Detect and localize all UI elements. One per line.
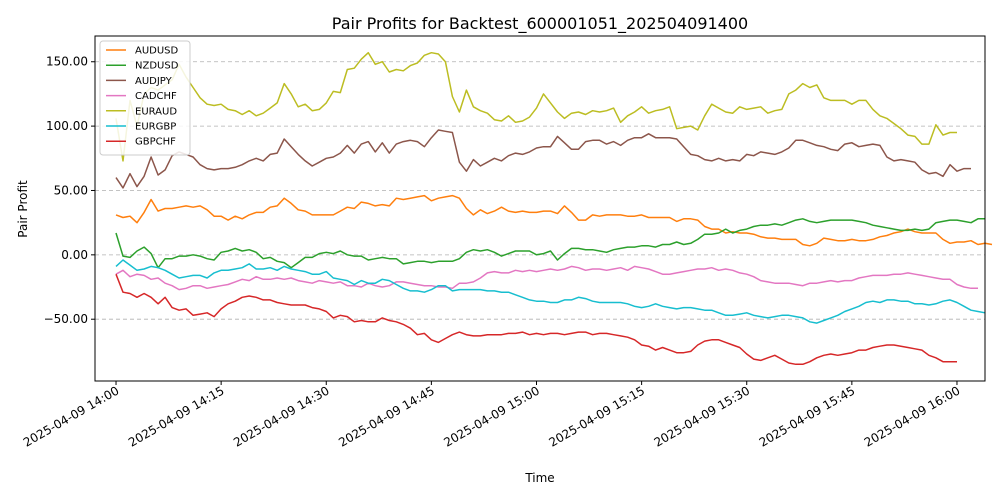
- x-tick-label: 2025-04-09 14:15: [126, 383, 227, 449]
- y-tick-label: 100.00: [46, 119, 88, 133]
- y-axis-ticks: −50.00 0.00 50.00 100.00 150.00: [44, 55, 95, 326]
- legend-label: EURGBP: [135, 122, 176, 133]
- legend-label: CADCHF: [135, 91, 177, 102]
- series-line-gbpchf: [115, 273, 957, 366]
- plot-frame: [94, 35, 986, 382]
- y-tick-label: 0.00: [61, 248, 88, 262]
- series-line-audusd: [115, 194, 993, 247]
- x-tick-label: 2025-04-09 15:45: [757, 383, 858, 449]
- series-line-audjpy: [115, 129, 971, 189]
- legend-label: EURAUD: [135, 106, 177, 117]
- x-tick-label: 2025-04-09 16:00: [862, 383, 963, 449]
- x-tick-label: 2025-04-09 14:30: [231, 383, 332, 449]
- legend-label: AUDJPY: [135, 76, 173, 87]
- x-tick-label: 2025-04-09 15:30: [652, 383, 753, 449]
- x-tick-label: 2025-04-09 15:00: [441, 383, 542, 449]
- legend-label: NZDUSD: [135, 61, 179, 72]
- series-line-nzdusd: [115, 218, 985, 269]
- x-tick-label: 2025-04-09 14:00: [21, 383, 122, 449]
- x-tick-label: 2025-04-09 15:15: [546, 383, 647, 449]
- y-axis-label: Pair Profit: [16, 180, 30, 238]
- series-line-cadchf: [115, 265, 978, 291]
- series-line-euraud: [115, 51, 957, 162]
- legend-label: AUDUSD: [135, 46, 179, 57]
- chart-title: Pair Profits for Backtest_600001051_2025…: [332, 14, 748, 34]
- x-axis-label: Time: [524, 471, 554, 485]
- y-tick-label: 50.00: [54, 183, 88, 197]
- y-tick-label: −50.00: [44, 312, 88, 326]
- series-line-eurgbp: [115, 259, 986, 324]
- x-axis-ticks: 2025-04-09 14:00 2025-04-09 14:15 2025-04-…: [21, 381, 963, 450]
- y-tick-label: 150.00: [46, 55, 88, 69]
- x-tick-label: 2025-04-09 14:45: [336, 383, 437, 449]
- series-lines: [115, 51, 993, 366]
- legend: AUDUSD NZDUSD AUDJPY CADCHF EURAUD EURGBP GBPC…: [99, 40, 191, 156]
- legend-label: GBPCHF: [135, 137, 176, 148]
